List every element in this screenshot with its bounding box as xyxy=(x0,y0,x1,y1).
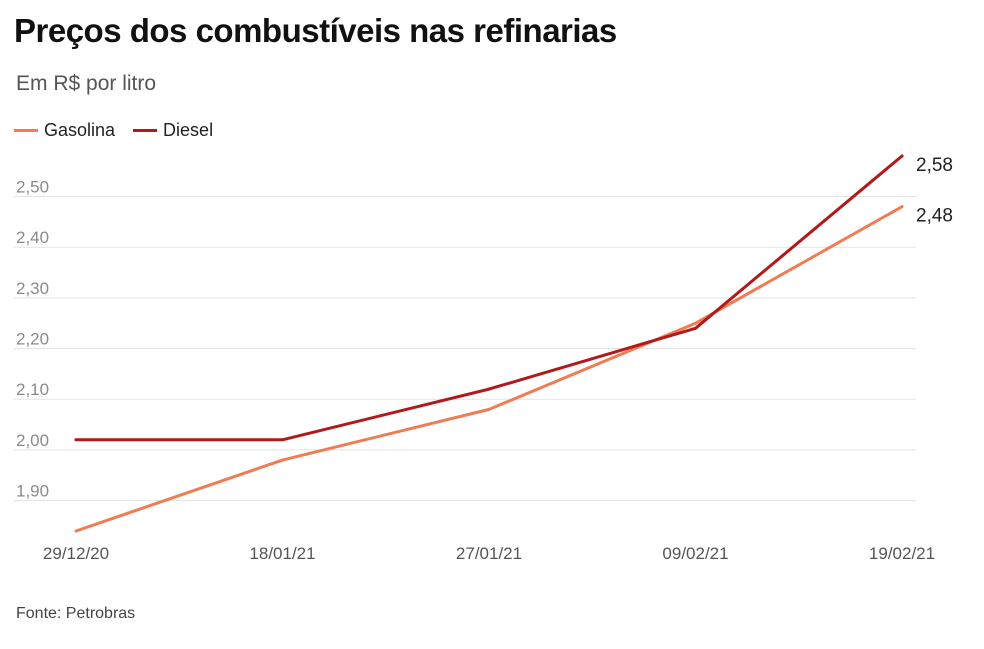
data-point-diesel xyxy=(487,387,491,391)
x-tick-label: 29/12/20 xyxy=(43,544,109,563)
y-tick-label: 2,00 xyxy=(16,431,49,450)
end-label-diesel: 2,58 xyxy=(916,155,953,176)
x-tick-label: 27/01/21 xyxy=(456,544,522,563)
y-axis-ticks: 1,90 2,00 2,10 2,20 2,30 2,40 2,50 xyxy=(16,178,49,501)
legend-swatch-diesel xyxy=(133,129,158,132)
x-axis-ticks: 29/12/20 18/01/21 27/01/21 09/02/21 19/02/21 xyxy=(43,544,935,563)
data-point-gasolina xyxy=(281,458,284,462)
x-tick-label: 18/01/21 xyxy=(249,544,315,563)
x-tick-label: 19/02/21 xyxy=(869,544,935,563)
x-tick-label: 09/02/21 xyxy=(662,544,728,563)
grid-lines xyxy=(14,196,916,502)
legend-label-gasolina: Gasolina xyxy=(44,120,116,140)
data-point-gasolina xyxy=(900,205,904,209)
y-tick-label: 2,40 xyxy=(16,228,49,247)
data-point-gasolina xyxy=(74,529,78,533)
y-tick-label: 2,20 xyxy=(16,330,49,349)
chart-title: Preços dos combustíveis nas refinarias xyxy=(14,12,617,49)
source-note: Fonte: Petrobras xyxy=(16,605,136,622)
data-point-diesel xyxy=(281,438,284,442)
end-label-gasolina: 2,48 xyxy=(916,206,953,227)
legend-label-diesel: Diesel xyxy=(163,120,214,140)
end-labels: 2,48 2,58 xyxy=(916,155,953,227)
chart-legend: Gasolina Diesel xyxy=(14,120,231,141)
y-tick-label: 1,90 xyxy=(16,482,49,501)
legend-swatch-gasolina xyxy=(14,129,38,132)
data-point-diesel xyxy=(74,438,78,442)
legend-item-gasolina: Gasolina xyxy=(14,120,115,141)
y-tick-label: 2,30 xyxy=(16,279,49,298)
series-lines xyxy=(74,154,904,533)
legend-item-diesel: Diesel xyxy=(133,120,213,141)
chart-subtitle: Em R$ por litro xyxy=(16,72,157,95)
data-point-diesel xyxy=(694,326,697,330)
y-tick-label: 2,50 xyxy=(16,178,49,197)
data-point-diesel xyxy=(900,154,904,158)
data-point-gasolina xyxy=(487,407,491,411)
y-tick-label: 2,10 xyxy=(16,380,49,399)
data-point-gasolina xyxy=(694,321,697,325)
series-line-gasolina xyxy=(74,205,904,533)
